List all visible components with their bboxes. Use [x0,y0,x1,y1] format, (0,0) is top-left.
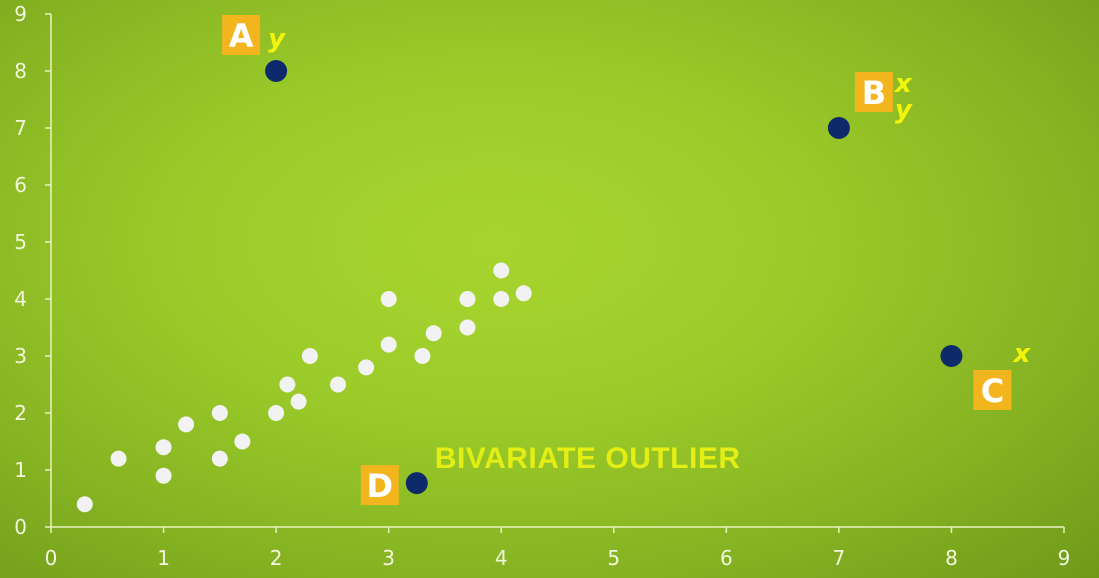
x-tick-label: 7 [833,546,846,570]
data-point [414,348,431,364]
outlier-point-a [265,60,288,82]
outlier-badge-letter: D [367,467,394,505]
outlier-badge-letter: B [862,74,886,112]
outlier-badge-b [854,72,893,112]
y-tick-label: 4 [14,287,27,311]
data-point [178,416,195,433]
data-point [380,336,397,353]
data-point [493,262,510,279]
y-tick-label: 0 [14,515,27,539]
outlier-axis-mark: x [1011,339,1031,369]
x-tick-label: 1 [157,546,170,570]
outlier-axis-mark: x [893,69,913,99]
data-point [110,450,127,467]
data-point [380,291,397,307]
y-tick-label: 2 [14,401,27,425]
x-tick-label: 5 [607,546,620,570]
data-point [211,405,228,421]
data-point [358,359,375,376]
outlier-badge-a [222,15,261,55]
outlier-point-d [405,472,428,495]
outlier-point-b [827,117,850,139]
y-tick-label: 7 [14,116,27,140]
x-tick-label: 4 [495,546,508,570]
x-tick-label: 3 [382,546,395,570]
data-point [290,393,307,410]
data-point [211,450,228,467]
data-point [301,348,318,364]
y-tick-label: 6 [14,173,27,197]
x-tick-label: 8 [945,546,958,570]
data-point [459,291,476,307]
x-tick-label: 9 [1058,546,1071,570]
data-point [268,405,285,421]
outlier-badge-letter: C [981,372,1004,410]
data-point [279,376,296,393]
x-tick-label: 6 [720,546,733,570]
y-tick-label: 5 [14,230,27,254]
data-point [330,376,347,393]
outlier-axis-mark: y [268,24,286,54]
data-point [234,433,251,450]
outlier-badge-c [973,370,1012,410]
data-point [155,439,172,456]
data-point [76,496,93,513]
data-point [493,291,510,307]
y-tick-label: 9 [14,2,27,26]
x-tick-label: 2 [270,546,283,570]
x-tick-label: 0 [45,546,58,570]
outlier-badge-d [360,465,399,506]
outlier-point-c [940,345,963,367]
y-tick-label: 1 [14,458,27,482]
y-tick-label: 3 [14,344,27,368]
bivariate-outlier-label: BIVARIATE OUTLIER [435,442,741,475]
data-point [155,467,172,484]
outlier-badge-letter: A [229,17,254,55]
data-point [459,319,476,336]
outlier-axis-mark: y [895,95,913,125]
data-point [425,325,442,342]
y-tick-label: 8 [14,59,27,83]
data-point [515,285,532,302]
